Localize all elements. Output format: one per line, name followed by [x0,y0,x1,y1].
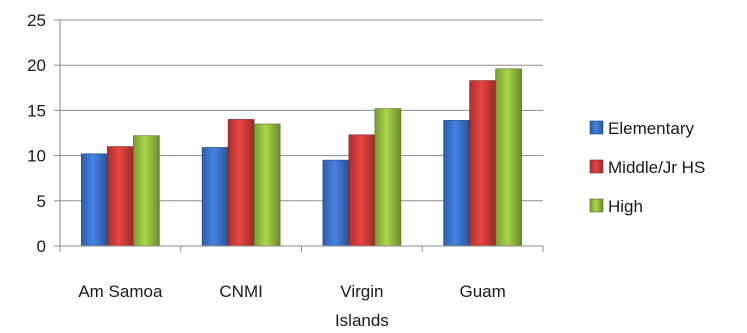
legend-swatch [589,198,604,213]
x-category-label: Am Samoa [78,282,163,301]
bar-middle-jr-hs [227,119,255,247]
x-axis: Am Samoa CNMI Virgin Islands Guam [59,245,544,330]
bar-middle-jr-hs [348,134,376,247]
bar-elementary [322,159,350,247]
bar-high [495,68,522,247]
y-axis: 0 5 10 15 20 25 [27,11,61,256]
bar-elementary [443,120,470,247]
bar-elementary [201,147,229,247]
legend: Elementary Middle/Jr HS High [589,119,705,216]
bar-elementary [81,153,108,247]
legend-label: Elementary [608,119,694,138]
legend-label: Middle/Jr HS [608,158,705,177]
y-tick-label: 10 [27,147,46,166]
bars [81,68,522,247]
y-tick-label: 20 [27,56,46,75]
bar-high [253,123,281,247]
x-category-label: Virgin Islands [335,282,389,330]
legend-swatch [589,120,604,135]
y-tick-label: 0 [37,237,46,256]
bar-high [133,135,160,247]
y-tick-label: 15 [27,101,46,120]
bar-middle-jr-hs [469,80,496,247]
bar-middle-jr-hs [107,146,134,247]
y-tick-label: 25 [27,11,46,30]
x-category-label: Guam [459,282,505,301]
legend-label: High [608,197,643,216]
y-tick-label: 5 [37,192,46,211]
x-category-label: CNMI [219,282,262,301]
legend-swatch [589,159,604,174]
bar-high [374,108,402,247]
